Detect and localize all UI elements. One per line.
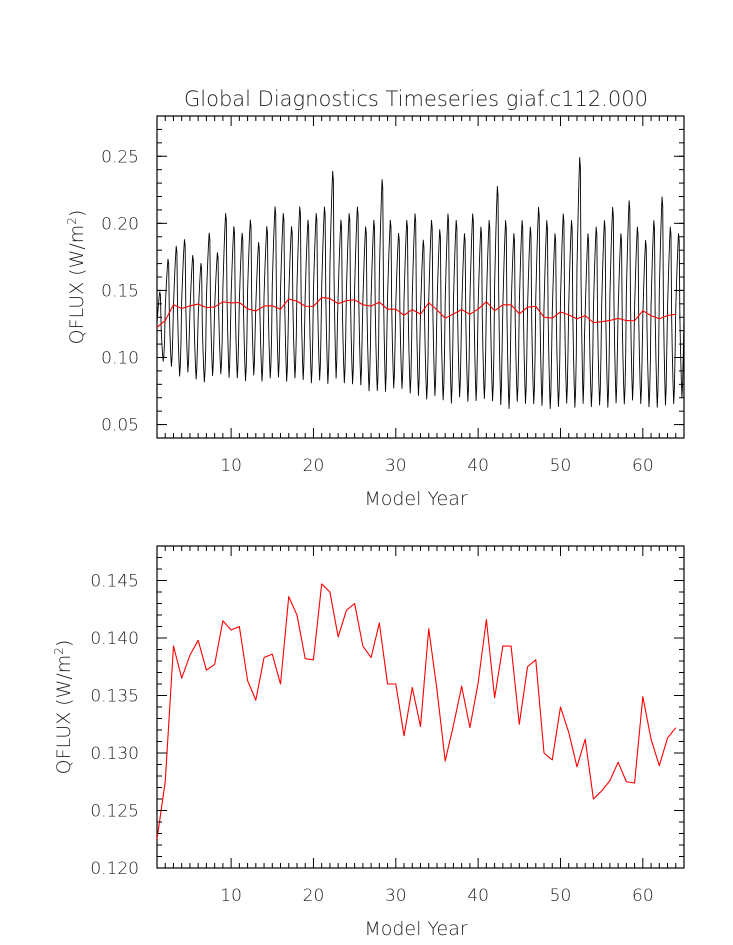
annual-mean-line	[156, 296, 676, 328]
top-panel: 10 20 30 40 50 60 0.05 0.10 0.15 0.20 0.25 Model Y…	[65, 115, 685, 510]
y-tick-label: 0.120	[90, 859, 139, 879]
x-tick-label: 10	[220, 456, 242, 476]
top-plot-frame	[156, 115, 685, 439]
y-tick-label: 0.125	[90, 802, 139, 822]
annual-mean-line	[156, 583, 677, 840]
x-tick-label: 60	[632, 886, 654, 906]
top-series-group	[156, 157, 685, 409]
bottom-series-group	[156, 583, 677, 840]
monthly-series-line	[156, 157, 685, 409]
y-tick-label: 0.25	[101, 147, 139, 167]
bottom-panel: 10 20 30 40 50 60 0.120 0.125 0.130 0.135 0.140 0.1…	[52, 545, 685, 940]
top-axis-ticks: 10 20 30 40 50 60 0.05 0.10 0.15 0.20 0.25	[101, 115, 685, 476]
x-tick-label: 30	[385, 886, 407, 906]
bottom-axis-ticks: 10 20 30 40 50 60 0.120 0.125 0.130 0.135 0.140 0.1…	[90, 545, 685, 906]
x-tick-label: 40	[467, 886, 489, 906]
y-tick-label: 0.135	[90, 687, 139, 707]
x-tick-label: 40	[467, 456, 489, 476]
x-tick-label: 10	[220, 886, 242, 906]
top-y-axis-label: QFLUX (W/m2)	[65, 210, 88, 345]
y-tick-label: 0.140	[90, 629, 139, 649]
y-tick-label: 0.20	[101, 214, 139, 234]
bottom-plot-frame	[156, 545, 685, 869]
x-tick-label: 20	[303, 456, 325, 476]
x-tick-label: 50	[550, 456, 572, 476]
figure-title: Global Diagnostics Timeseries giaf.c112.…	[184, 87, 648, 111]
y-tick-label: 0.145	[90, 572, 139, 592]
x-tick-label: 30	[385, 456, 407, 476]
y-tick-label: 0.130	[90, 744, 139, 764]
bottom-x-axis-label: Model Year	[364, 918, 468, 940]
y-tick-label: 0.10	[101, 349, 139, 369]
top-x-axis-label: Model Year	[364, 488, 468, 510]
bottom-y-axis-label: QFLUX (W/m2)	[52, 640, 75, 775]
x-tick-label: 20	[303, 886, 325, 906]
y-tick-label: 0.05	[101, 416, 139, 436]
x-tick-label: 60	[632, 456, 654, 476]
x-tick-label: 50	[550, 886, 572, 906]
y-tick-label: 0.15	[101, 281, 139, 301]
